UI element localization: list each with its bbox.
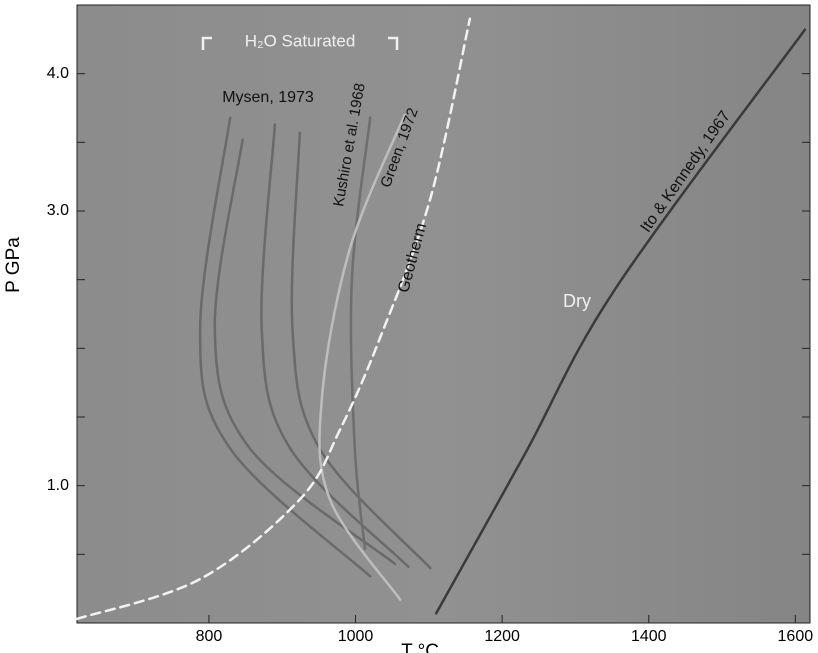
series-line bbox=[260, 123, 410, 568]
y-tick-label: 4.0 bbox=[47, 65, 69, 82]
series-line bbox=[75, 17, 472, 621]
x-tick-label: 1400 bbox=[631, 628, 667, 645]
y-tick-label: 1.0 bbox=[47, 477, 69, 494]
annotation: Dry bbox=[563, 291, 591, 311]
x-tick-label: 1600 bbox=[778, 628, 814, 645]
annotation: Mysen, 1973 bbox=[222, 89, 314, 106]
x-axis-label: T °C bbox=[401, 641, 439, 653]
x-tick-label: 1200 bbox=[484, 628, 520, 645]
series-line bbox=[434, 28, 807, 615]
series-line bbox=[290, 131, 432, 570]
series-line bbox=[318, 113, 406, 601]
annotation: H₂O Saturated bbox=[245, 31, 356, 50]
x-tick-label: 1000 bbox=[338, 628, 374, 645]
series-line bbox=[198, 116, 372, 578]
series-line bbox=[349, 116, 372, 551]
y-axis-label: P GPa bbox=[3, 237, 24, 293]
y-tick-label: 3.0 bbox=[47, 202, 69, 219]
x-tick-label: 800 bbox=[196, 628, 223, 645]
bracket bbox=[201, 36, 399, 50]
plot-area bbox=[76, 4, 811, 624]
series-line bbox=[213, 138, 397, 566]
